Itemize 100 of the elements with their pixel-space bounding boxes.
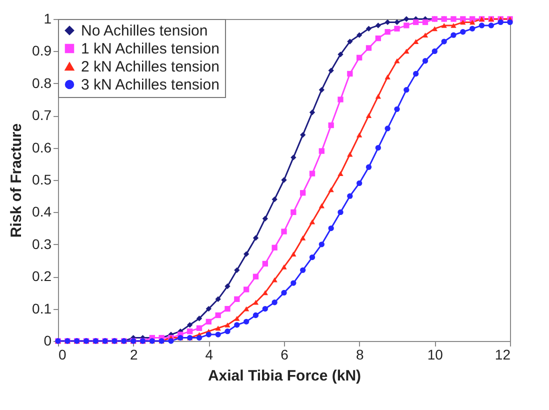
point (507, 19, 513, 26)
legend-label: 2 kN Achilles tension (81, 58, 220, 76)
x-tick-label: 0 (58, 346, 66, 362)
point (234, 322, 240, 328)
legend-label: 1 kN Achilles tension (81, 40, 220, 58)
point (384, 74, 390, 80)
point (290, 209, 296, 216)
point (318, 148, 324, 154)
y-tick-label: 0.1 (32, 300, 52, 316)
point (318, 242, 324, 248)
point (272, 196, 278, 202)
point (300, 267, 306, 273)
point (394, 26, 400, 32)
point (460, 29, 466, 35)
point (328, 68, 334, 74)
point (290, 280, 296, 286)
point (196, 334, 202, 341)
point (413, 19, 419, 26)
point (338, 209, 344, 216)
point (422, 58, 428, 64)
y-tick-label: 0.2 (32, 268, 52, 284)
y-tick-label: 0.9 (32, 42, 52, 59)
point (384, 19, 390, 26)
point (168, 338, 174, 344)
point (366, 164, 372, 170)
point (366, 45, 372, 51)
point (422, 19, 428, 26)
point (338, 171, 344, 176)
point (394, 106, 400, 112)
point (347, 193, 353, 199)
y-tick-label: 1 (44, 10, 52, 26)
x-tick-label: 2 (130, 346, 138, 362)
point (244, 286, 250, 292)
point (309, 170, 316, 176)
point (224, 306, 230, 312)
y-tick-label: 0.6 (32, 139, 52, 156)
point (290, 154, 296, 160)
point (309, 254, 316, 260)
point (196, 316, 202, 322)
point (470, 20, 476, 25)
point (224, 283, 230, 290)
point (215, 296, 221, 302)
point (206, 318, 212, 325)
point (404, 22, 410, 28)
point (272, 300, 278, 306)
point (318, 87, 324, 93)
point (404, 48, 410, 54)
point (262, 260, 268, 267)
point (262, 290, 268, 296)
point (356, 180, 362, 186)
point (384, 126, 390, 132)
y-tick-label: 0.8 (32, 74, 52, 91)
point (384, 29, 390, 35)
y-tick-label: 0 (44, 332, 52, 348)
x-tick-label: 12 (494, 346, 511, 362)
point (272, 244, 278, 250)
point (356, 54, 362, 60)
point (234, 316, 240, 321)
point (413, 39, 419, 44)
point (366, 113, 372, 118)
point (338, 96, 344, 102)
point (450, 32, 456, 38)
point (460, 20, 466, 25)
point (281, 264, 287, 270)
point (196, 325, 202, 331)
point (234, 296, 240, 302)
point (318, 203, 324, 208)
x-tick-label: 8 (356, 346, 364, 362)
point (244, 318, 250, 324)
x-tick-label: 10 (427, 346, 444, 362)
point (224, 322, 230, 328)
point (347, 38, 353, 44)
point (394, 58, 400, 64)
legend-label: 3 kN Achilles tension (81, 76, 220, 94)
point (470, 16, 476, 22)
point (432, 48, 438, 54)
point (309, 219, 316, 224)
point (441, 22, 447, 28)
y-tick-label: 0.7 (32, 107, 52, 124)
point (450, 16, 456, 22)
point (252, 300, 259, 305)
point (375, 94, 381, 99)
point (244, 306, 250, 312)
point (375, 144, 381, 151)
point (252, 312, 259, 318)
point (252, 274, 259, 280)
x-axis-title: Axial Tibia Force (kN) (208, 368, 362, 384)
point (470, 26, 476, 32)
y-tick-label: 0.3 (32, 236, 52, 252)
point (347, 152, 353, 157)
point (356, 132, 362, 138)
point (215, 326, 221, 331)
point (281, 177, 287, 183)
point (281, 228, 287, 234)
point (215, 332, 221, 338)
point (478, 22, 485, 28)
point (460, 16, 466, 22)
point (450, 22, 456, 28)
point (328, 187, 334, 192)
point (234, 267, 240, 273)
